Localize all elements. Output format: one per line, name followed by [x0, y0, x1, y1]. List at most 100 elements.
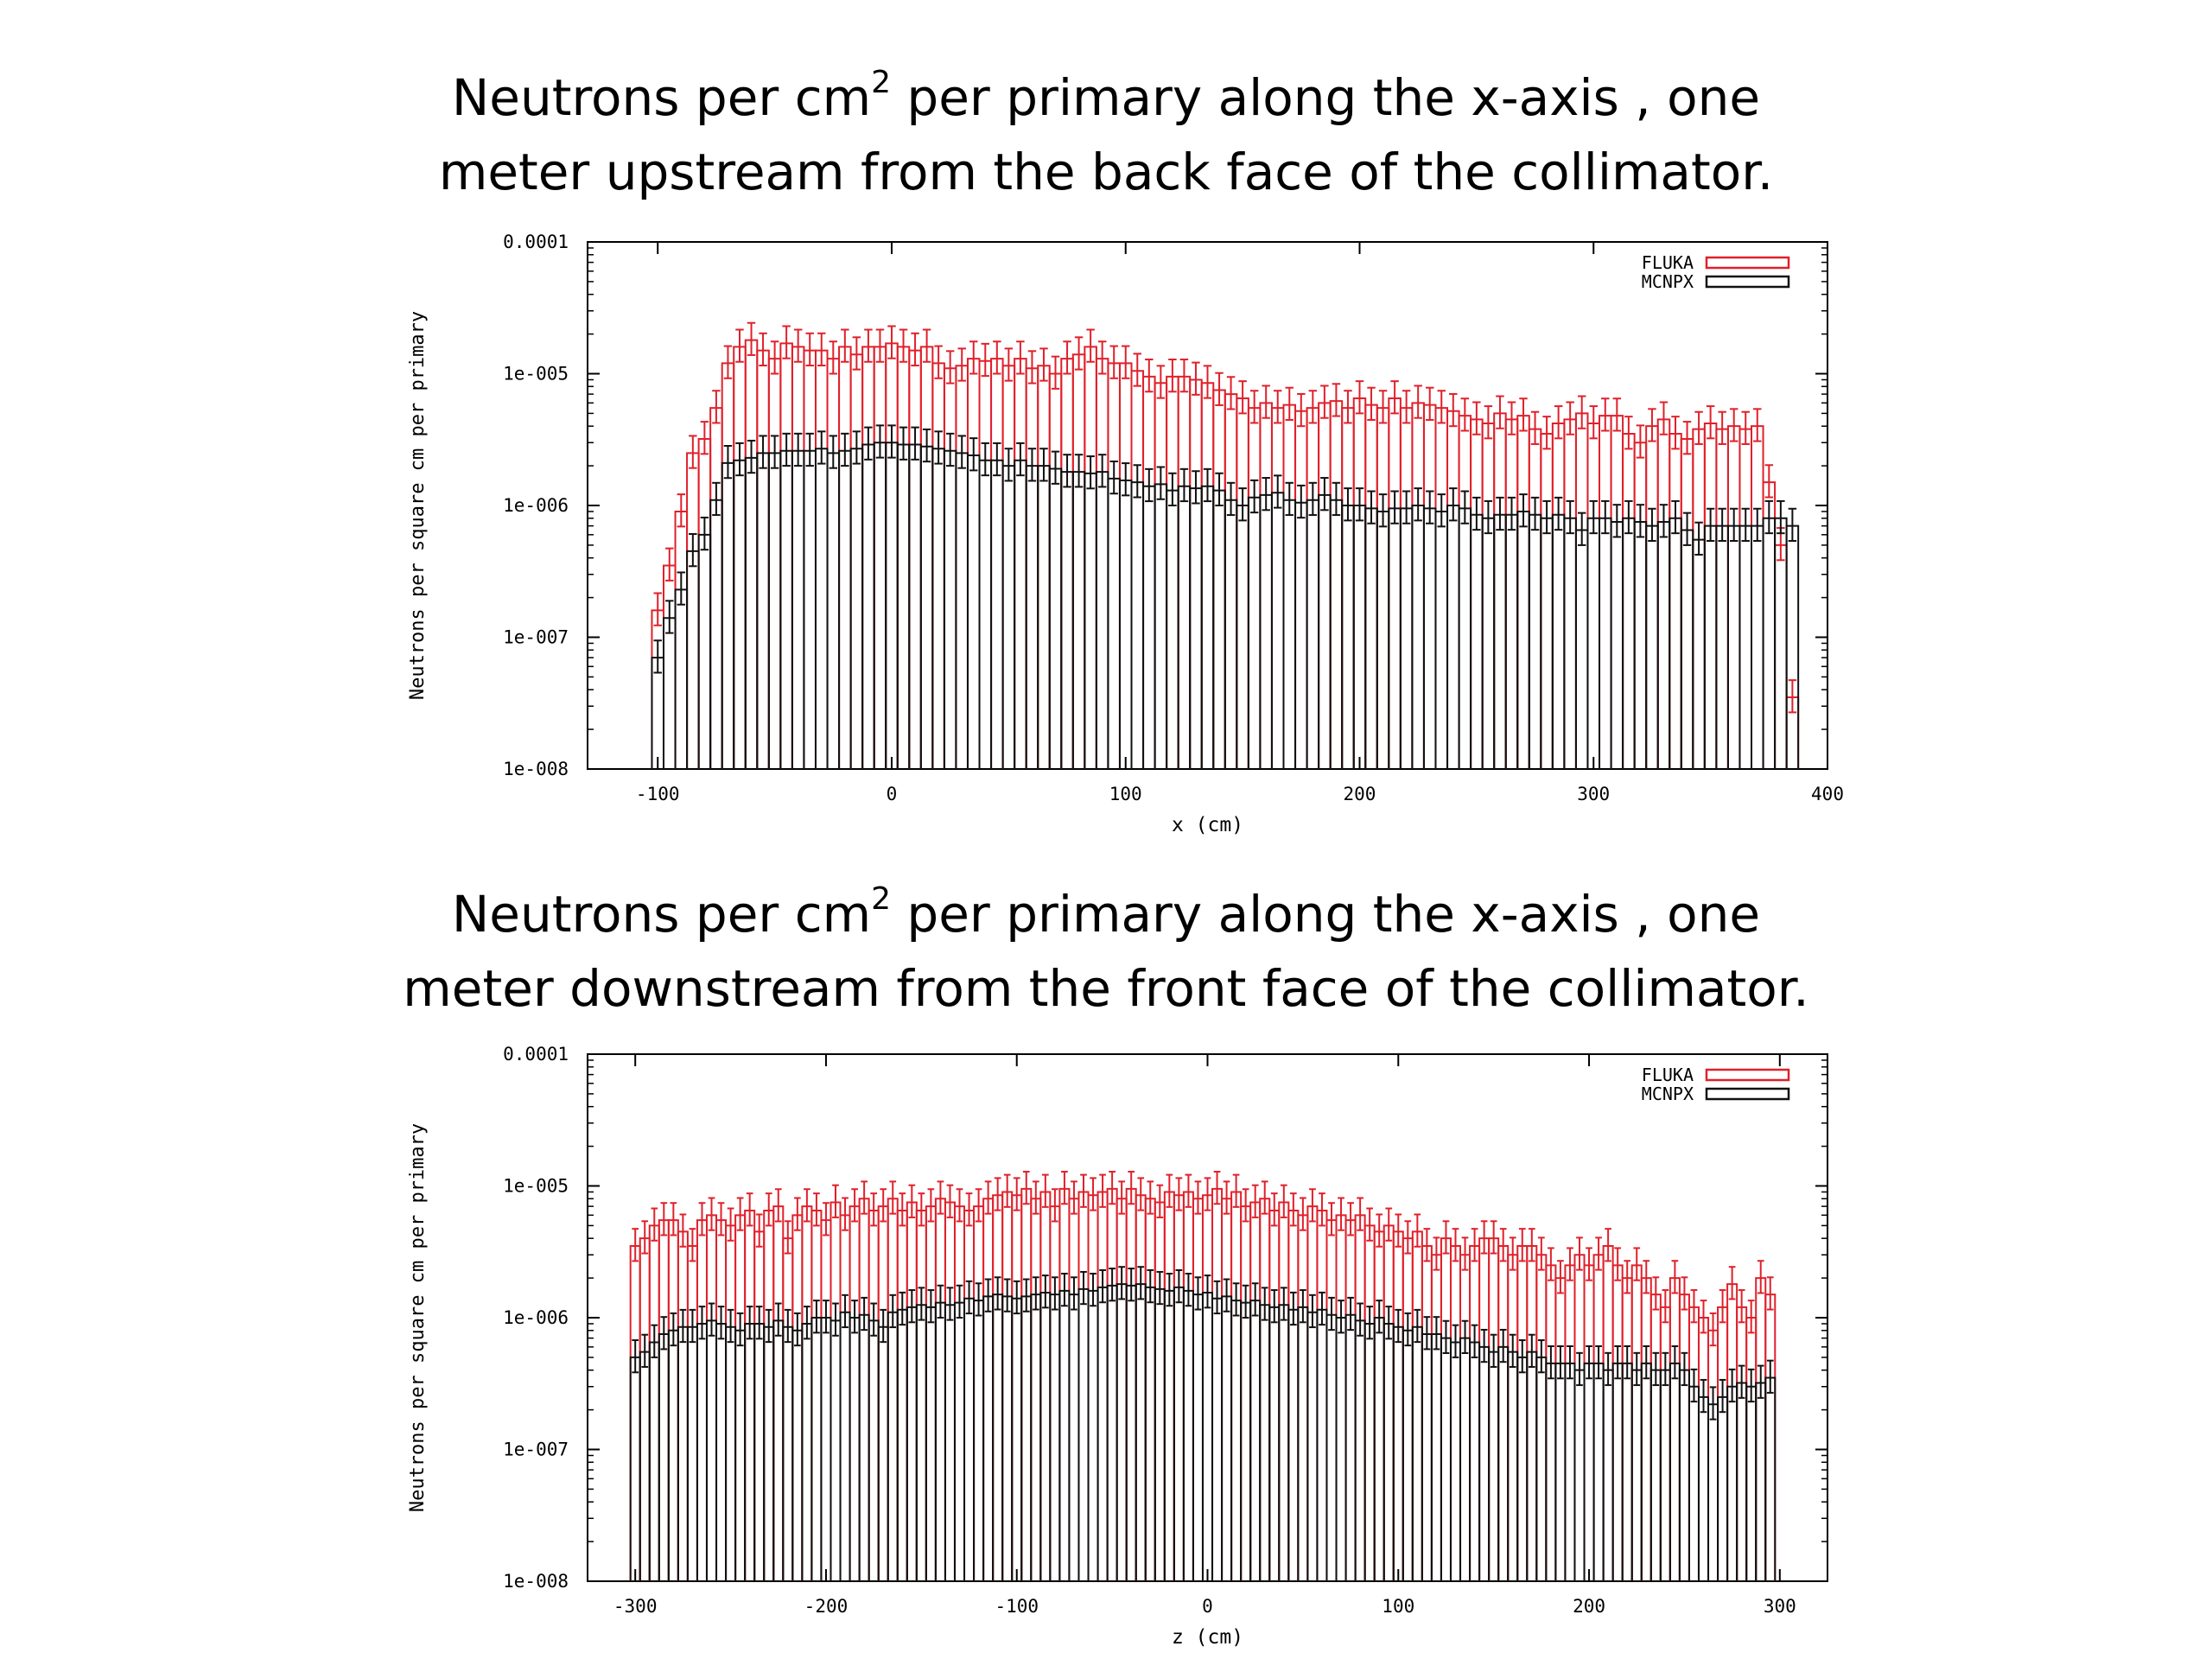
bar [744, 339, 759, 769]
chart-title-line-1: Neutrons per cm2 per primary along the x… [451, 65, 1761, 128]
bar [667, 1329, 679, 1581]
bar [887, 1311, 899, 1581]
bar [992, 1294, 1004, 1581]
bar [715, 1219, 728, 1581]
bar [1344, 1219, 1357, 1581]
bar [1554, 1362, 1567, 1581]
y-tick-label: 1e-005 [503, 364, 569, 385]
bar [1329, 499, 1344, 769]
bar [1621, 1277, 1633, 1581]
x-tick-label: -100 [636, 784, 680, 804]
bar [1516, 1245, 1529, 1581]
bar [849, 1205, 861, 1581]
bar [1488, 1351, 1500, 1581]
bar [1630, 1264, 1643, 1581]
bar [1526, 1351, 1538, 1581]
bar [1144, 1198, 1156, 1581]
bar [1599, 415, 1612, 769]
bar [1325, 1313, 1338, 1581]
bar [1259, 402, 1273, 769]
bar [955, 365, 969, 769]
bar [1703, 524, 1718, 769]
x-tick-label: 300 [1764, 1596, 1796, 1617]
bar [1545, 1264, 1557, 1581]
bar [1411, 1325, 1423, 1581]
bar [1037, 365, 1051, 769]
bar [861, 346, 875, 769]
bar [1373, 1317, 1385, 1581]
y-tick-label: 1e-008 [503, 1571, 569, 1592]
bar [1224, 499, 1238, 769]
series-mcnpx [651, 424, 1800, 769]
bar [873, 442, 887, 769]
bar [1717, 1306, 1729, 1581]
bar [877, 1325, 889, 1581]
bar [1068, 1198, 1080, 1581]
bar [705, 1319, 718, 1581]
bar [820, 1219, 832, 1581]
bar [1507, 1254, 1519, 1581]
bar [1540, 433, 1554, 769]
bar [1212, 389, 1226, 769]
bar [1469, 1245, 1481, 1581]
bar [782, 1237, 794, 1581]
legend-label: MCNPX [1642, 271, 1694, 292]
bar [1270, 407, 1285, 769]
bar [1586, 517, 1601, 769]
bar [1649, 1369, 1662, 1581]
bar [1221, 1295, 1233, 1581]
bar [648, 1341, 660, 1581]
bar [1481, 422, 1496, 769]
bar [810, 1317, 823, 1581]
bar [1025, 367, 1039, 769]
bar [1516, 510, 1530, 769]
bar [639, 1351, 651, 1581]
bar [963, 1210, 976, 1581]
bar [973, 1205, 985, 1581]
bar [658, 1333, 670, 1581]
bar [1574, 412, 1589, 769]
bar [1287, 1210, 1300, 1581]
bar [963, 1297, 976, 1581]
bar [1376, 510, 1390, 769]
bar [674, 510, 689, 769]
bar [697, 437, 712, 769]
bar [896, 1210, 908, 1581]
bar [1163, 1191, 1175, 1581]
bar [1001, 1295, 1014, 1581]
bar [1071, 353, 1086, 769]
bar [1001, 365, 1016, 769]
bar [1745, 1317, 1758, 1581]
bar [1077, 1191, 1090, 1581]
bar [756, 452, 770, 769]
bar [896, 443, 911, 769]
x-tick-label: 200 [1573, 1596, 1605, 1617]
bar [990, 358, 1004, 769]
bar [1154, 483, 1168, 769]
x-tick-label: 0 [887, 784, 898, 804]
bar [1166, 489, 1179, 769]
bar [1470, 418, 1484, 769]
bar [803, 449, 817, 769]
bar [1118, 479, 1133, 769]
bar [1058, 1187, 1071, 1581]
bar [791, 449, 805, 769]
bar [1726, 524, 1741, 769]
x-tick-label: 100 [1382, 1596, 1414, 1617]
bar [1278, 1201, 1290, 1581]
bar [1268, 1210, 1281, 1581]
bar [1751, 524, 1764, 769]
bar [715, 1322, 728, 1581]
y-tick-label: 1e-007 [503, 627, 569, 648]
bar [1294, 410, 1308, 769]
bar [1764, 1376, 1777, 1581]
y-axis-label: Neutrons per square cm per primary [407, 1123, 429, 1512]
bar [1458, 415, 1472, 769]
bar [1039, 1291, 1052, 1581]
legend-label: MCNPX [1642, 1084, 1694, 1104]
bar [1411, 402, 1425, 769]
bar [925, 1306, 937, 1581]
bar [1573, 1254, 1586, 1581]
bar [1325, 1219, 1338, 1581]
bar [791, 346, 805, 769]
